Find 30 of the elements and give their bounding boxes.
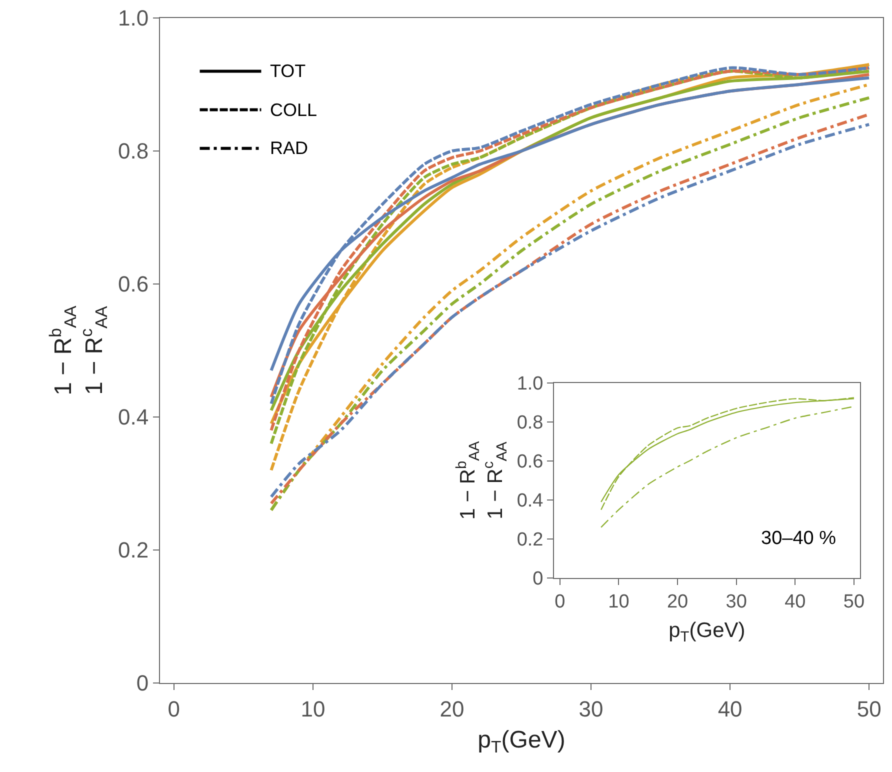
x-tick-label: 10: [300, 696, 326, 722]
y-tick-label: 0.6: [516, 452, 544, 473]
x-tick-label: 30: [726, 592, 747, 613]
y-tick-label: 0.8: [516, 412, 544, 434]
y-tick-label: 0.2: [118, 538, 149, 563]
x-tick-label: 0: [554, 592, 566, 613]
y-tick-label: 0.4: [516, 490, 544, 512]
y-tick-label: 0.2: [516, 530, 544, 551]
x-tick-label: 50: [843, 592, 865, 613]
x-axis-title: p$_{T}$(GeV): [668, 618, 746, 646]
x-tick-label: 40: [784, 592, 806, 613]
annotation: RAD: [270, 138, 308, 158]
y-tick-label: 1.0: [118, 6, 149, 31]
annotation: TOT: [270, 61, 306, 81]
x-tick-label: 20: [440, 696, 464, 722]
x-tick-label: 40: [718, 696, 742, 722]
x-tick-label: 10: [608, 592, 630, 613]
y-tick-label: 0: [136, 670, 149, 696]
x-tick-label: 30: [578, 696, 604, 722]
y-tick-label: 0.8: [118, 138, 149, 164]
y-tick-label: 0.6: [118, 272, 149, 297]
annotation: COLL: [270, 100, 318, 120]
x-axis-title: p$_{T}$(GeV): [478, 726, 566, 757]
x-tick-label: 20: [666, 592, 688, 613]
y-tick-label: 1.0: [516, 374, 544, 395]
y-tick-label: 0: [532, 568, 544, 590]
y-tick-label: 0.4: [118, 404, 149, 430]
annotation: 30–40 %: [761, 528, 836, 549]
x-tick-label: 50: [856, 696, 882, 722]
x-tick-label: 0: [168, 696, 180, 722]
